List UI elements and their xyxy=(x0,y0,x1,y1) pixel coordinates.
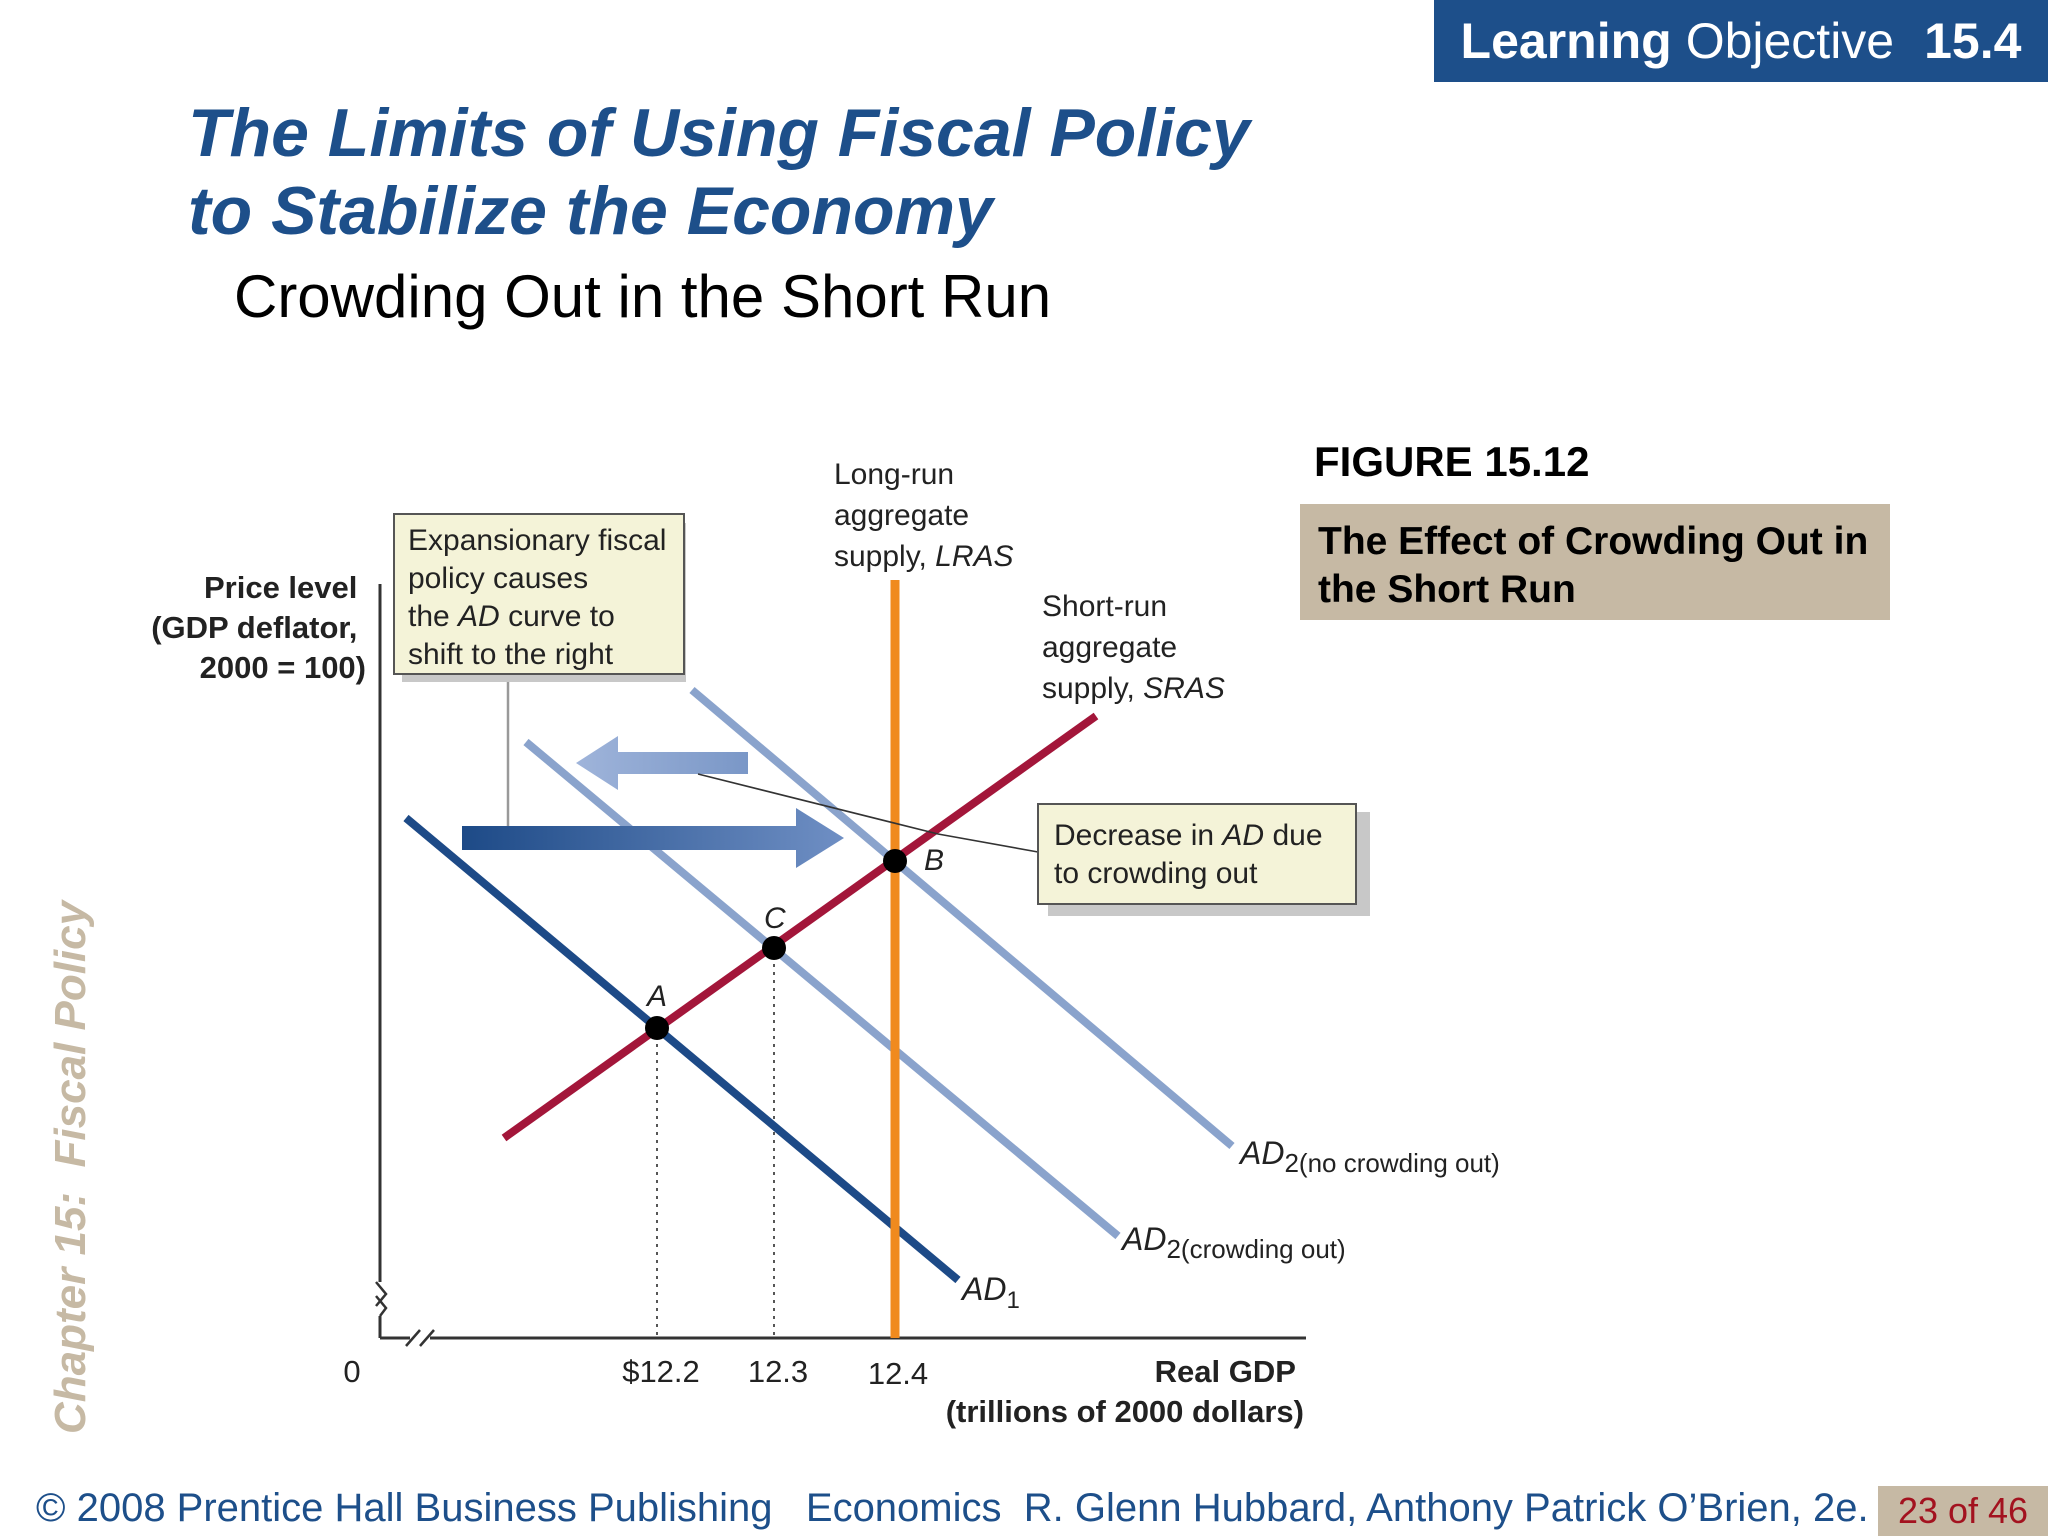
point-a-marker xyxy=(645,1016,669,1040)
crowding-leader-line xyxy=(697,773,1039,853)
lras-label-line3: supply, xyxy=(834,540,935,573)
expansion-callout-line3-post: curve to xyxy=(500,600,615,633)
title-line-2: to Stabilize the Economy xyxy=(188,173,993,249)
crowding-callout-line1-pre: Decrease in xyxy=(1054,819,1222,852)
sras-label-line2: aggregate xyxy=(1042,631,1177,664)
expansion-callout-text: Expansionary fiscal policy causes the AD… xyxy=(408,524,675,671)
x-tick-12-4: 12.4 xyxy=(868,1356,928,1391)
ad2-co-sub: 2 xyxy=(1166,1234,1180,1264)
sras-label-line3: supply, xyxy=(1042,672,1143,705)
ad2-nco-sub: 2 xyxy=(1284,1148,1298,1178)
sras-label: Short-run aggregate supply, SRAS xyxy=(1042,590,1225,705)
point-c-label: C xyxy=(764,902,786,935)
lras-label-line2: aggregate xyxy=(834,499,969,532)
crowding-callout-ad: AD xyxy=(1220,819,1264,852)
sras-abbrev: SRAS xyxy=(1143,672,1225,705)
y-axis-break-2 xyxy=(375,1295,388,1317)
origin-label: 0 xyxy=(343,1354,360,1389)
crowding-callout-line1-post: due xyxy=(1264,819,1322,852)
x-axis-label-line1: Real GDP xyxy=(1155,1354,1296,1389)
footer-copyright: © 2008 Prentice Hall Business Publishing… xyxy=(36,1486,1869,1530)
ad2-no-crowding-out-curve xyxy=(689,686,1235,1150)
expansion-callout-box xyxy=(393,513,685,675)
point-a-label: A xyxy=(645,980,667,1013)
learning-objective-badge: Learning Objective 15.4 xyxy=(1434,0,2048,82)
y-axis-break-1 xyxy=(375,1281,388,1307)
point-b-marker xyxy=(883,849,907,873)
lras-label-line1: Long-run xyxy=(834,458,954,491)
ad2-crowding-out-curve xyxy=(523,738,1121,1240)
title-line-1: The Limits of Using Fiscal Policy xyxy=(188,95,1250,171)
ad1-ad: AD xyxy=(960,1271,1006,1307)
x-axis-label-line2: (trillions of 2000 dollars) xyxy=(946,1394,1304,1429)
expansion-callout-line4: shift to the right xyxy=(408,638,614,671)
ad2-no-crowding-out-label: AD2(no crowding out) xyxy=(1238,1135,1500,1178)
slide-subtitle: Crowding Out in the Short Run xyxy=(234,263,1052,330)
shift-left-arrow xyxy=(576,736,748,790)
x-tick-12-3: 12.3 xyxy=(748,1354,808,1389)
sras-curve xyxy=(501,712,1099,1142)
ad2-nco-ad: AD xyxy=(1238,1135,1284,1171)
y-axis-label-line2: (GDP deflator, xyxy=(151,610,357,645)
sras-label-line1: Short-run xyxy=(1042,590,1167,623)
ad1-curve xyxy=(403,814,961,1284)
expansion-callout-line1: Expansionary fiscal xyxy=(408,524,666,557)
point-c-marker xyxy=(762,936,786,960)
ad2-co-ad: AD xyxy=(1120,1221,1166,1257)
y-axis-label: Price level (GDP deflator, 2000 = 100) xyxy=(151,570,366,685)
expansion-callout-line2: policy causes xyxy=(408,562,588,595)
ad2-crowding-out-label: AD2(crowding out) xyxy=(1120,1221,1346,1264)
x-tick-12-2: $12.2 xyxy=(622,1354,700,1389)
x-axis-label: Real GDP (trillions of 2000 dollars) xyxy=(946,1354,1304,1429)
y-axis-label-line3: 2000 = 100) xyxy=(200,650,366,685)
expansion-callout-line3-pre: the xyxy=(408,600,458,633)
ad1-label: AD1 xyxy=(960,1271,1020,1314)
x-axis-break-2 xyxy=(419,1329,435,1347)
badge-text: Objective xyxy=(1685,13,1895,69)
slide-title: The Limits of Using Fiscal Policy to Sta… xyxy=(188,94,1250,250)
page-number: 23 of 46 xyxy=(1878,1486,2048,1536)
lras-abbrev: LRAS xyxy=(935,540,1013,573)
y-axis-label-line1: Price level xyxy=(204,570,357,605)
figure-number: FIGURE 15.12 xyxy=(1314,438,1590,485)
expansion-callout-ad: AD xyxy=(456,600,500,633)
chapter-side-label: Chapter 15: Fiscal Policy xyxy=(46,900,95,1434)
ad2-co-note: (crowding out) xyxy=(1181,1234,1346,1264)
shift-right-arrow xyxy=(462,808,844,868)
crowding-callout-text: Decrease in AD due to crowding out xyxy=(1054,819,1331,890)
x-axis-break-1 xyxy=(405,1329,421,1347)
badge-number: 15.4 xyxy=(1924,13,2022,69)
figure-caption: The Effect of Crowding Out in the Short … xyxy=(1300,504,1890,620)
crowding-callout-line2: to crowding out xyxy=(1054,857,1258,890)
ad1-sub: 1 xyxy=(1006,1287,1019,1314)
lras-label: Long-run aggregate supply, LRAS xyxy=(834,458,1014,573)
ad2-nco-note: (no crowding out) xyxy=(1299,1148,1500,1178)
badge-bold: Learning xyxy=(1460,13,1672,69)
point-b-label: B xyxy=(924,844,944,877)
crowding-callout-box xyxy=(1037,803,1357,905)
